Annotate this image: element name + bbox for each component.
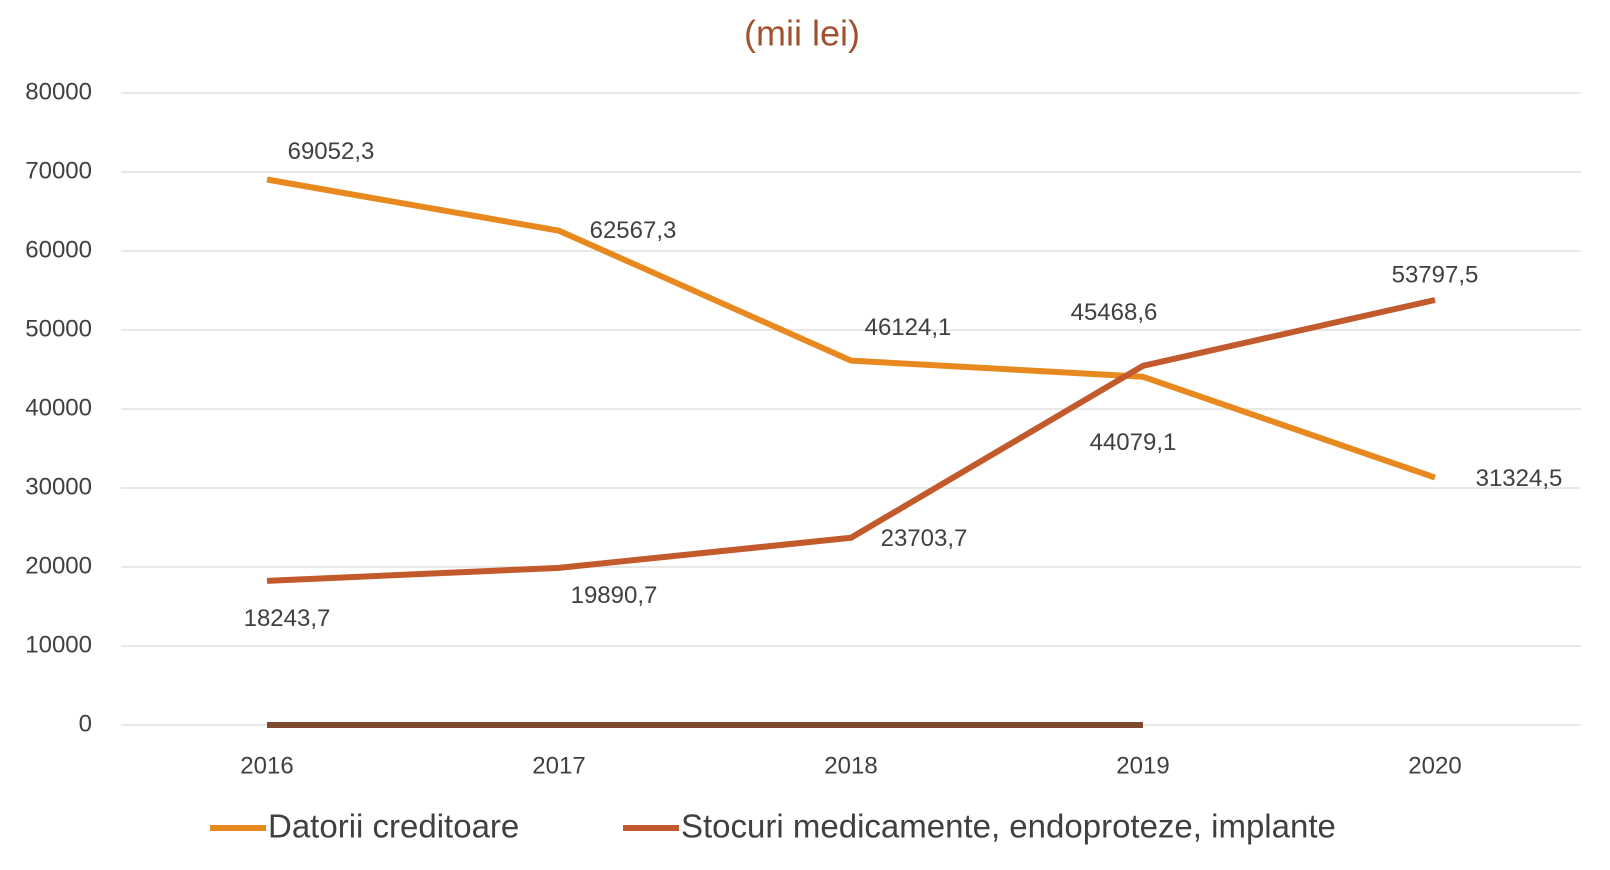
y-tick-label: 70000 — [25, 157, 92, 184]
data-label: 45468,6 — [1071, 299, 1158, 326]
chart-title: (mii lei) — [744, 13, 860, 54]
y-tick-label: 60000 — [25, 236, 92, 263]
data-label: 31324,5 — [1476, 465, 1563, 492]
data-label: 62567,3 — [590, 217, 677, 244]
data-label: 53797,5 — [1392, 261, 1479, 288]
series-line — [266, 176, 1436, 481]
x-tick-label: 2018 — [824, 752, 877, 779]
x-tick-label: 2017 — [532, 752, 585, 779]
y-tick-label: 80000 — [25, 78, 92, 105]
data-label: 18243,7 — [244, 605, 331, 632]
data-label: 46124,1 — [865, 314, 952, 341]
y-tick-label: 10000 — [25, 631, 92, 658]
data-label: 19890,7 — [571, 582, 658, 609]
data-label: 44079,1 — [1090, 429, 1177, 456]
y-tick-label: 50000 — [25, 315, 92, 342]
y-tick-label: 0 — [79, 710, 92, 737]
y-tick-label: 40000 — [25, 394, 92, 421]
y-tick-label: 30000 — [25, 473, 92, 500]
x-tick-label: 2019 — [1116, 752, 1169, 779]
data-label: 23703,7 — [881, 525, 968, 552]
x-tick-label: 2016 — [240, 752, 293, 779]
data-label: 69052,3 — [288, 138, 375, 165]
x-tick-label: 2020 — [1408, 752, 1461, 779]
series-line — [266, 297, 1436, 584]
legend-label: Stocuri medicamente, endoproteze, implan… — [681, 808, 1336, 845]
legend-label: Datorii creditoare — [268, 808, 519, 845]
y-tick-label: 20000 — [25, 552, 92, 579]
